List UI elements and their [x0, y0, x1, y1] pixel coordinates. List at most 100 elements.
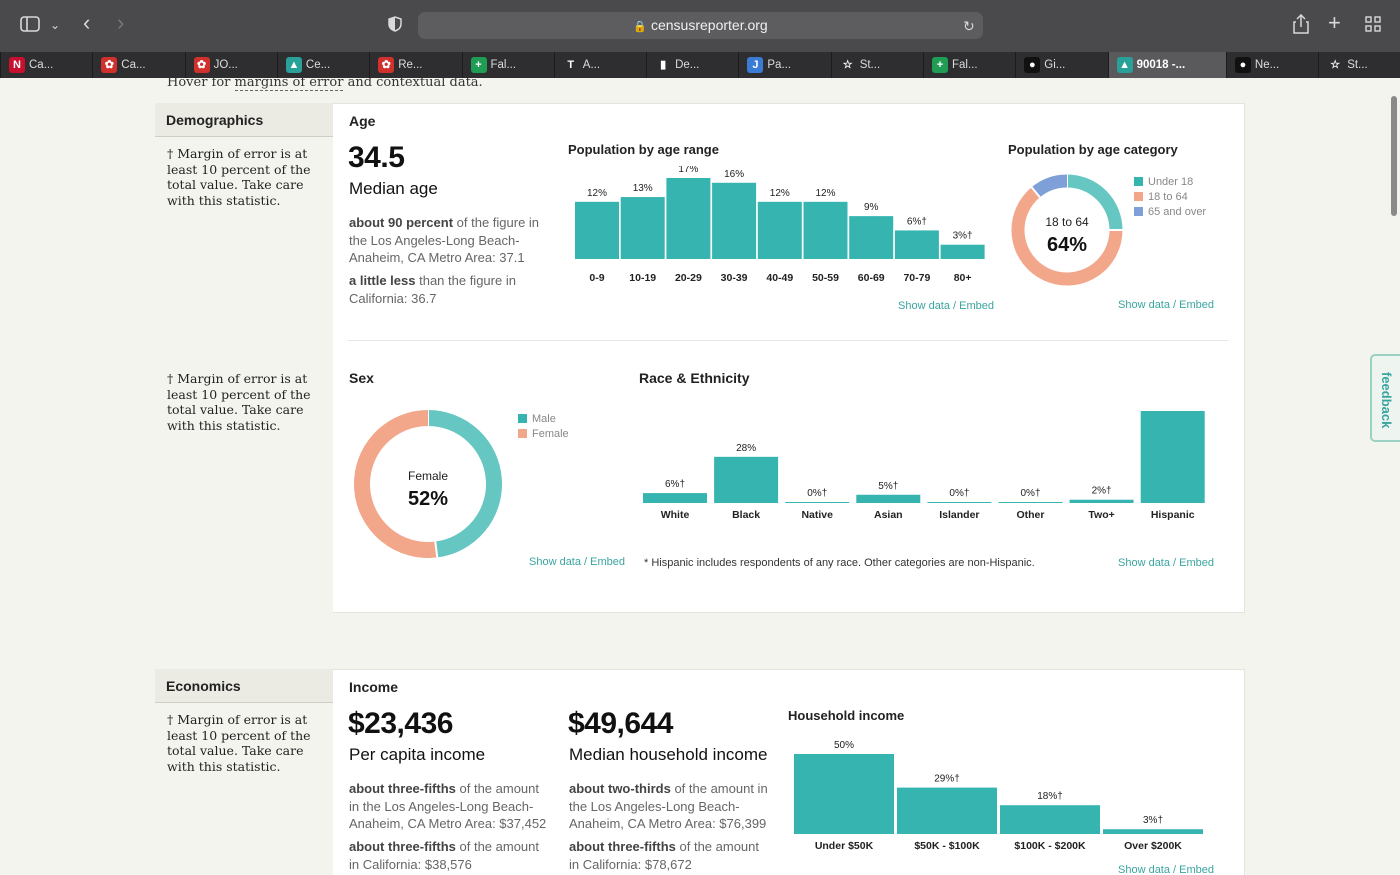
show-data-link[interactable]: Show data	[1118, 299, 1170, 311]
embed-link[interactable]: Embed	[959, 300, 994, 312]
browser-tab[interactable]: ● Gi...	[1015, 52, 1107, 78]
browser-tab[interactable]: + Fal...	[923, 52, 1015, 78]
forward-icon[interactable]: ›	[117, 13, 124, 33]
per-capita-context-state: about three-fifths of the amount in Cali…	[349, 838, 549, 873]
chart-bar	[785, 502, 849, 503]
address-bar[interactable]: 🔒 censusreporter.org	[418, 12, 983, 39]
embed-link[interactable]: Embed	[1179, 299, 1214, 311]
bar-value-label: 12%	[770, 188, 790, 199]
new-tab-icon[interactable]: +	[1328, 13, 1341, 33]
chart-title-age-range: Population by age range	[568, 142, 719, 157]
chart-title-age-category: Population by age category	[1008, 142, 1178, 157]
age-context-state: a little less than the figure in Califor…	[349, 272, 554, 307]
browser-tab[interactable]: ✿ Ca...	[92, 52, 184, 78]
category-label: 50-59	[812, 272, 839, 284]
tab-label: Ne...	[1255, 59, 1279, 71]
share-icon[interactable]	[1293, 14, 1309, 38]
chart-bar	[895, 230, 939, 259]
tab-label: St...	[1347, 59, 1367, 71]
category-label: 30-39	[721, 272, 748, 284]
browser-tab[interactable]: J Pa...	[738, 52, 830, 78]
show-data-link[interactable]: Show data	[898, 300, 950, 312]
category-label: White	[661, 509, 690, 521]
tab-favicon-icon: ✿	[194, 57, 210, 73]
median-age-value: 34.5	[348, 141, 404, 175]
section-label-demographics: Demographics	[155, 103, 333, 137]
chart-bar	[1141, 411, 1205, 503]
donut-center-label: Female	[408, 469, 448, 483]
chart-bar	[856, 495, 920, 503]
category-label: $100K - $200K	[1014, 840, 1086, 852]
browser-toolbar: ⌄ ‹ › 🔒 censusreporter.org ↻ +	[0, 0, 1400, 52]
bar-value-label: 28%	[736, 443, 756, 454]
category-label: 80+	[954, 272, 972, 284]
privacy-shield-icon[interactable]	[388, 16, 402, 36]
browser-tab[interactable]: ▲ Ce...	[277, 52, 369, 78]
feedback-tab[interactable]: feedback	[1370, 354, 1400, 442]
category-label: 60-69	[858, 272, 885, 284]
race-chart: 6%†White28%Black0%†Native5%†Asian0%†Isla…	[640, 411, 1210, 546]
legend-swatch	[518, 429, 527, 438]
browser-tab[interactable]: T A...	[554, 52, 646, 78]
show-data-link[interactable]: Show data	[1118, 557, 1170, 569]
embed-link[interactable]: Embed	[1179, 864, 1214, 875]
moe-link[interactable]: margins of error	[235, 78, 344, 91]
embed-link[interactable]: Embed	[1179, 557, 1214, 569]
bar-value-label: 50%	[834, 740, 854, 751]
bar-value-label: 9%	[864, 202, 879, 213]
tab-label: Re...	[398, 59, 422, 71]
chart-bar	[1103, 829, 1203, 834]
page-scrollbar[interactable]	[1391, 96, 1397, 216]
browser-tab[interactable]: N Ca...	[0, 52, 92, 78]
browser-tab[interactable]: + Fal...	[462, 52, 554, 78]
lock-icon: 🔒	[633, 21, 647, 33]
category-label: Native	[801, 509, 833, 521]
chart-bar	[794, 754, 894, 834]
reload-icon[interactable]: ↻	[963, 16, 975, 36]
show-data-link[interactable]: Show data	[1118, 864, 1170, 875]
tab-favicon-icon: J	[747, 57, 763, 73]
chevron-down-icon[interactable]: ⌄	[50, 15, 60, 35]
race-title: Race & Ethnicity	[639, 370, 749, 386]
legend-label: 18 to 64	[1148, 191, 1188, 203]
tab-label: Ca...	[121, 59, 145, 71]
moe-note: † Margin of error is at least 10 percent…	[167, 371, 327, 434]
back-icon[interactable]: ‹	[83, 13, 90, 33]
income-title: Income	[349, 679, 398, 695]
per-capita-context-metro: about three-fifths of the amount in the …	[349, 780, 549, 833]
browser-tab[interactable]: ● Ne...	[1226, 52, 1318, 78]
section-label-economics: Economics	[155, 669, 333, 703]
browser-tab[interactable]: ☆ St...	[1318, 52, 1400, 78]
chart-bar	[1070, 500, 1134, 503]
show-data-link[interactable]: Show data	[529, 556, 581, 568]
tab-label: 90018 -...	[1137, 59, 1186, 71]
per-capita-income-value: $23,436	[348, 707, 453, 741]
moe-note: † Margin of error is at least 10 percent…	[167, 712, 327, 775]
tab-label: Ca...	[29, 59, 53, 71]
chart-bar	[897, 788, 997, 834]
moe-note: † Margin of error is at least 10 percent…	[167, 146, 327, 209]
show-data-embed: Show data / Embed	[1118, 299, 1214, 311]
tab-favicon-icon: T	[563, 57, 579, 73]
category-label: 10-19	[629, 272, 656, 284]
tab-bar: N Ca... ✿ Ca... ✿ JO... ▲ Ce... ✿ Re... + Fal... T A.…	[0, 52, 1400, 78]
browser-tab[interactable]: ▲ 90018 -...	[1108, 52, 1226, 78]
tab-overview-icon[interactable]	[1365, 16, 1381, 36]
household-context-metro: about two-thirds of the amount in the Lo…	[569, 780, 769, 833]
embed-link[interactable]: Embed	[590, 556, 625, 568]
browser-tab[interactable]: ✿ Re...	[369, 52, 461, 78]
bar-value-label: 5%†	[878, 481, 898, 492]
tab-favicon-icon: +	[932, 57, 948, 73]
bar-value-label: 0%†	[807, 488, 827, 499]
tab-favicon-icon: ✿	[101, 57, 117, 73]
median-age-label: Median age	[349, 179, 438, 199]
tab-favicon-icon: N	[9, 57, 25, 73]
browser-tab[interactable]: ☆ St...	[831, 52, 923, 78]
browser-tab[interactable]: ▮ De...	[646, 52, 738, 78]
donut-center-value: 64%	[1047, 234, 1087, 256]
divider	[348, 340, 1228, 341]
tab-favicon-icon: ▮	[655, 57, 671, 73]
chart-bar	[712, 183, 756, 259]
browser-tab[interactable]: ✿ JO...	[185, 52, 277, 78]
sidebar-toggle-icon[interactable]	[20, 15, 40, 37]
